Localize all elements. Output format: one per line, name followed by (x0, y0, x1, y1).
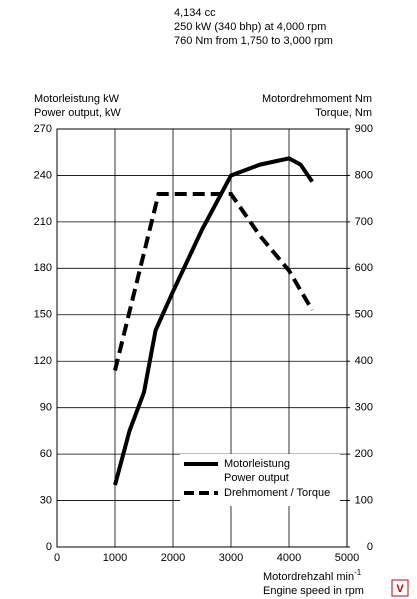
x-axis-label-main: Motordrehzahl min (263, 571, 354, 583)
y2-tick-label: 600 (355, 262, 373, 274)
y2-tick-label: 0 (367, 541, 373, 553)
y-tick-label: 240 (34, 169, 52, 181)
x-tick-label: 5000 (335, 552, 359, 564)
header-line: 250 kW (340 bhp) at 4,000 rpm (174, 21, 326, 33)
y2-tick-label: 900 (355, 123, 373, 135)
y2-axis-label: Motordrehmoment Nm (262, 93, 372, 105)
y2-tick-label: 500 (355, 309, 373, 321)
x-axis-label: Engine speed in rpm (263, 585, 364, 597)
y-tick-label: 60 (40, 448, 52, 460)
y2-tick-label: 200 (355, 448, 373, 460)
x-axis-label: Motordrehzahl min-1 (263, 568, 362, 583)
y-axis-label: Motorleistung kW (34, 93, 120, 105)
header-line: 4,134 cc (174, 7, 216, 19)
x-tick-label: 2000 (161, 552, 185, 564)
legend-label: Drehmoment / Torque (224, 487, 330, 499)
y-axis-label: Power output, kW (34, 107, 121, 119)
logo-box (391, 579, 409, 597)
y2-axis-label: Torque, Nm (315, 107, 372, 119)
x-tick-label: 0 (54, 552, 60, 564)
legend-label: Motorleistung (224, 458, 290, 470)
x-tick-label: 4000 (277, 552, 301, 564)
x-tick-label: 3000 (219, 552, 243, 564)
x-axis-label-sup: -1 (354, 568, 362, 577)
series-line (113, 156, 314, 486)
y-tick-label: 180 (34, 262, 52, 274)
y-tick-label: 210 (34, 216, 52, 228)
y2-tick-label: 300 (355, 402, 373, 414)
y2-tick-label: 400 (355, 355, 373, 367)
y2-tick-label: 700 (355, 216, 373, 228)
y-tick-label: 150 (34, 309, 52, 321)
header-line: 760 Nm from 1,750 to 3,000 rpm (174, 35, 333, 47)
y-tick-label: 90 (40, 402, 52, 414)
logo: V (396, 583, 404, 595)
legend-label: Power output (224, 472, 289, 484)
series-line (113, 192, 314, 371)
y-tick-label: 0 (46, 541, 52, 553)
y-tick-label: 30 (40, 494, 52, 506)
y-tick-label: 120 (34, 355, 52, 367)
y2-tick-label: 100 (355, 494, 373, 506)
y2-tick-label: 800 (355, 169, 373, 181)
x-tick-label: 1000 (103, 552, 127, 564)
y-tick-label: 270 (34, 123, 52, 135)
